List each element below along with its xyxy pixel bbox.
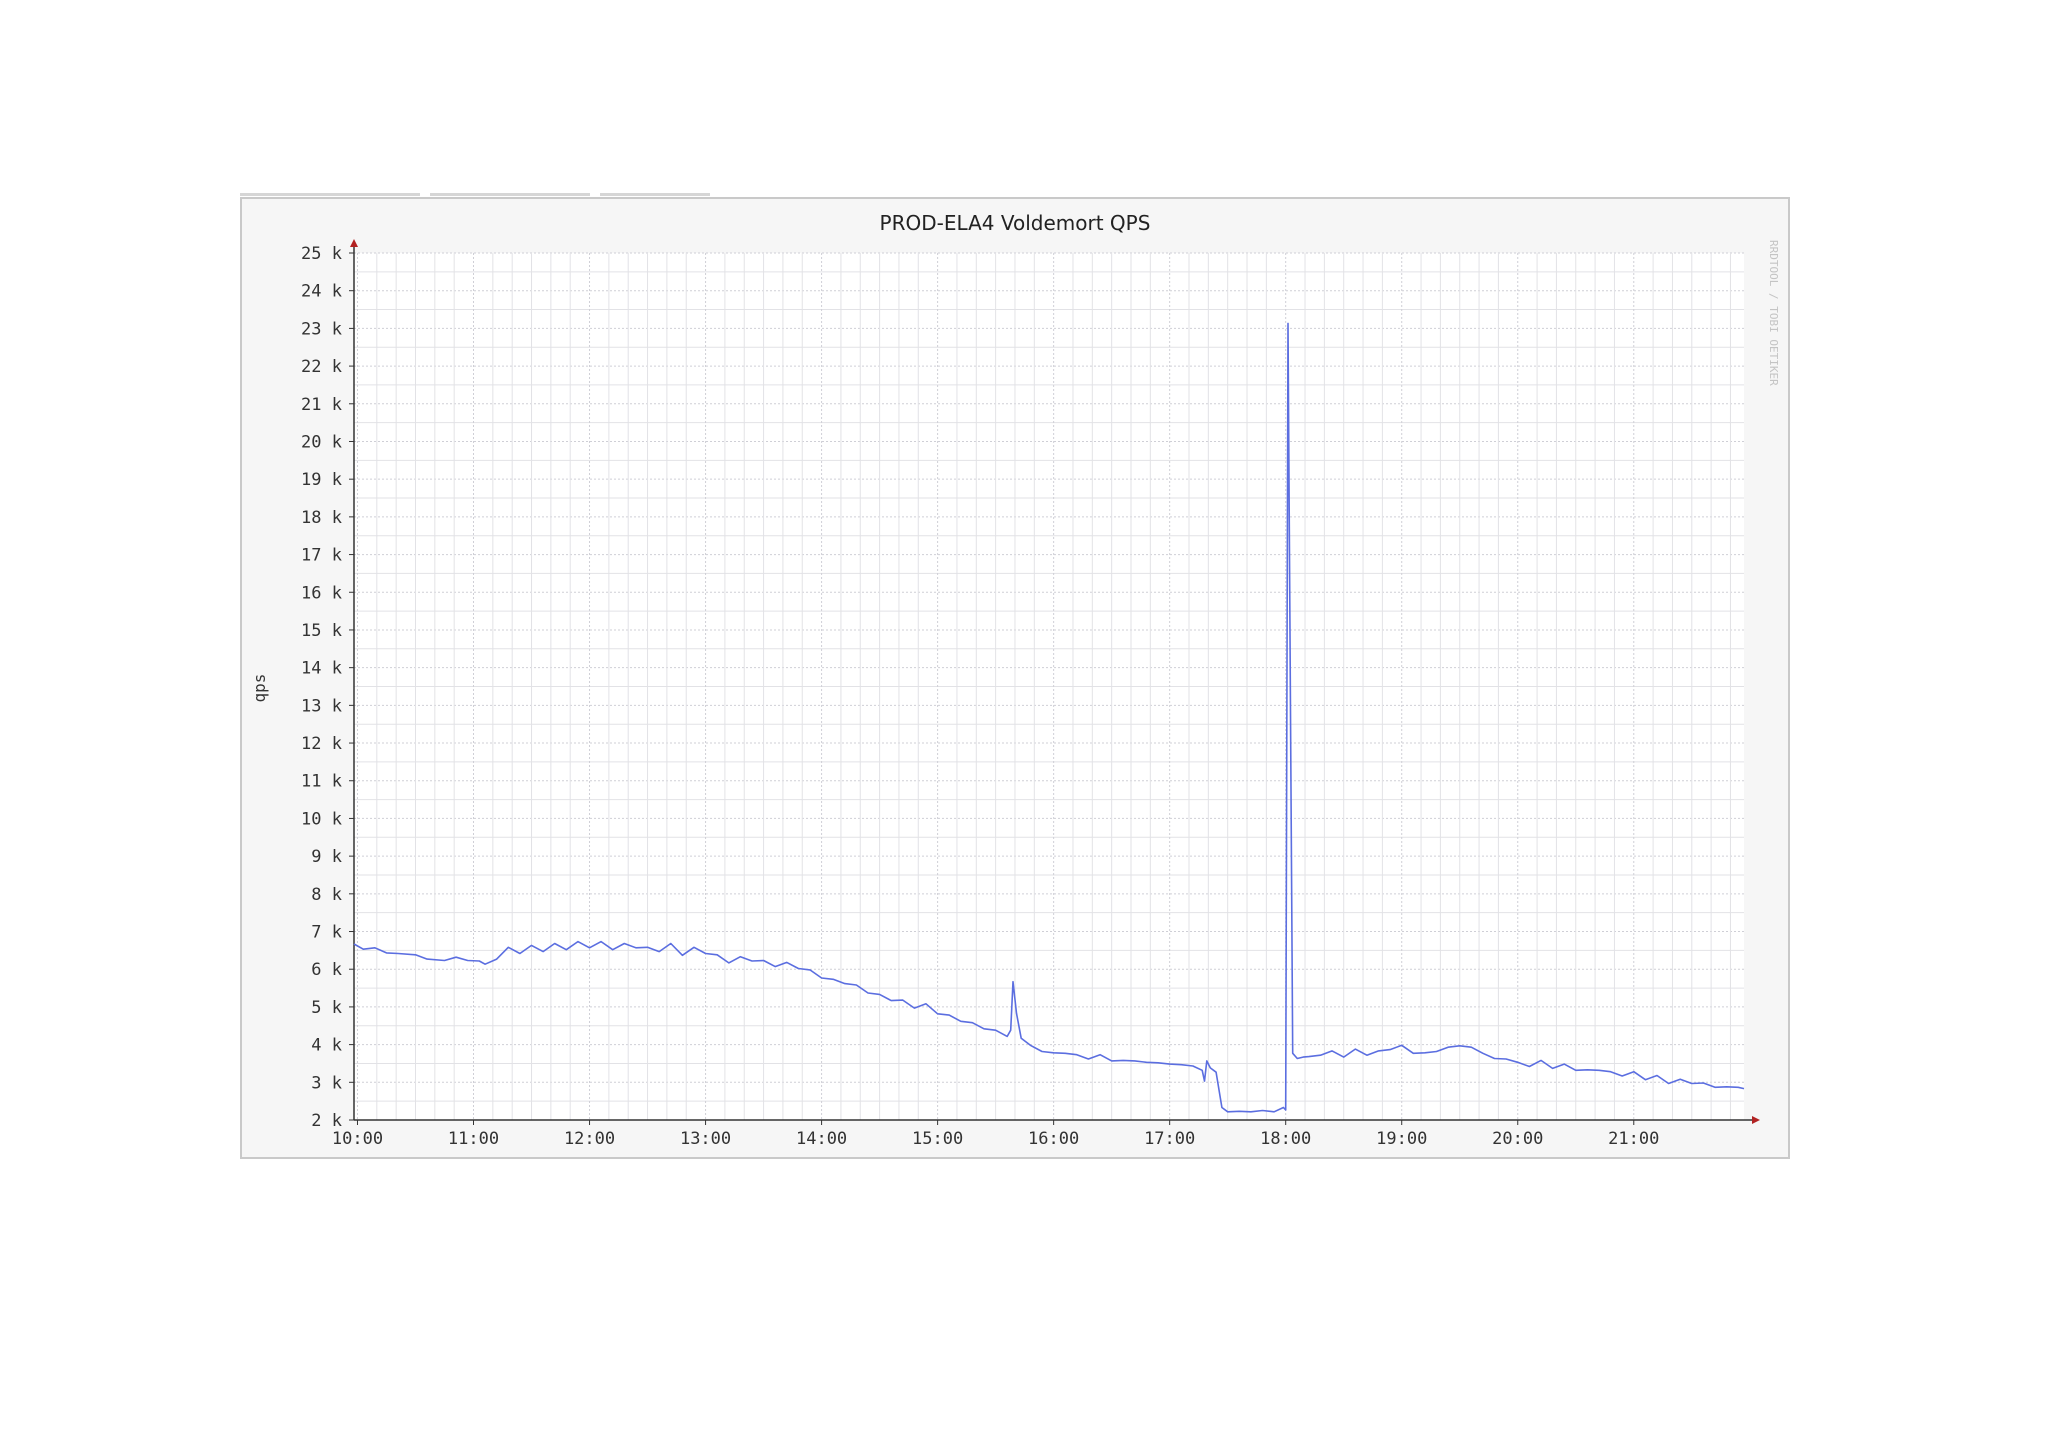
y-axis-label: qps [250, 674, 269, 703]
y-tick-labels: 2 k 3 k 4 k 5 k 6 k 7 k 8 k 9 k 10 k 11 k 12 k 13 k… [301, 244, 354, 1131]
x-tick-label: 10:00 [332, 1129, 383, 1149]
x-tick-label: 16:00 [1028, 1129, 1079, 1149]
x-tick-labels: 10:00 11:00 12:00 13:00 14:00 15:00 16:00 17:00… [332, 1120, 1659, 1149]
x-tick-label: 19:00 [1376, 1129, 1427, 1149]
y-tick-label: 10 k [301, 809, 342, 829]
x-tick-label: 12:00 [564, 1129, 615, 1149]
y-tick-label: 8 k [311, 885, 342, 905]
y-tick-label: 11 k [301, 772, 342, 792]
panel-tabs [240, 193, 710, 197]
rrdtool-watermark: RRDTOOL / TOBI OETIKER [1767, 240, 1780, 386]
y-tick-label: 16 k [301, 583, 342, 603]
panel-tab[interactable] [430, 193, 590, 196]
series-layer [353, 322, 1745, 1113]
y-tick-label: 19 k [301, 470, 342, 490]
y-tick-label: 6 k [311, 960, 342, 980]
panel-tab[interactable] [240, 193, 420, 196]
y-tick-label: 9 k [311, 847, 342, 867]
y-tick-label: 4 k [311, 1036, 342, 1056]
x-axis-arrow [1752, 1116, 1760, 1124]
y-tick-label: 21 k [301, 395, 342, 415]
chart-title: PROD-ELA4 Voldemort QPS [880, 211, 1151, 235]
y-tick-label: 24 k [301, 282, 342, 302]
y-tick-label: 20 k [301, 432, 342, 452]
x-tick-label: 17:00 [1144, 1129, 1195, 1149]
x-tick-label: 13:00 [680, 1129, 731, 1149]
x-tick-label: 15:00 [912, 1129, 963, 1149]
y-tick-label: 17 k [301, 546, 342, 566]
y-tick-label: 25 k [301, 244, 342, 264]
y-tick-label: 12 k [301, 734, 342, 754]
x-tick-label: 20:00 [1492, 1129, 1543, 1149]
y-tick-label: 23 k [301, 319, 342, 339]
y-tick-label: 22 k [301, 357, 342, 377]
qps-series-line [353, 322, 1745, 1113]
x-tick-label: 18:00 [1260, 1129, 1311, 1149]
y-tick-label: 13 k [301, 696, 342, 716]
x-tick-label: 21:00 [1608, 1129, 1659, 1149]
panel-tab[interactable] [600, 193, 710, 196]
x-tick-label: 14:00 [796, 1129, 847, 1149]
y-axis-arrow [350, 239, 358, 247]
grid [354, 252, 1744, 1121]
y-tick-label: 15 k [301, 621, 342, 641]
y-tick-label: 5 k [311, 998, 342, 1018]
x-tick-label: 11:00 [448, 1129, 499, 1149]
y-tick-label: 7 k [311, 923, 342, 943]
y-tick-label: 2 k [311, 1111, 342, 1131]
y-tick-label: 14 k [301, 659, 342, 679]
y-tick-label: 3 k [311, 1073, 342, 1093]
y-tick-label: 18 k [301, 508, 342, 528]
